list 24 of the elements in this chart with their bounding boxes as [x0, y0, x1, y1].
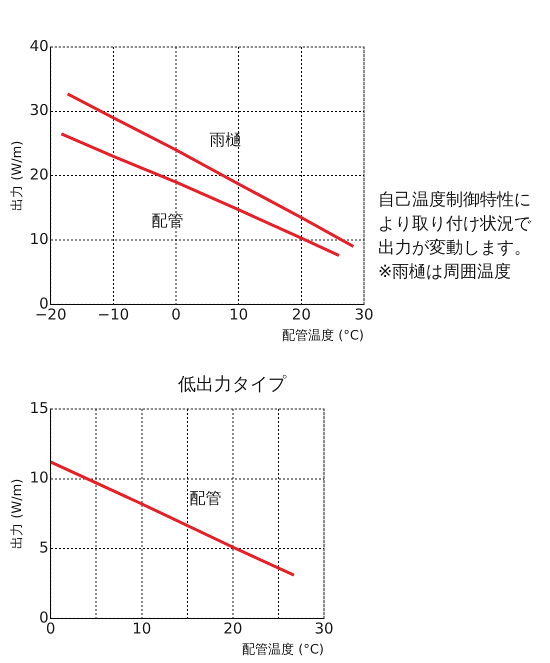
x-axis-title: 配管温度 (°C): [242, 642, 324, 658]
series-label: 配管: [189, 488, 222, 508]
x-tick-label: −10: [98, 305, 130, 324]
x-tick-label: 20: [292, 305, 311, 324]
chart-subtitle: 低出力タイプ: [178, 373, 288, 397]
y-axis-title: 出力 (W/m): [10, 478, 26, 549]
y-tick-label: 10: [30, 468, 49, 487]
y-tick-label: 40: [30, 36, 49, 55]
series-label: 雨樋: [209, 130, 242, 150]
x-tick-label: 30: [314, 619, 334, 638]
text: 自己温度制御特性により取り付け状況で出力が変動します。※雨樋は周囲温度: [378, 189, 532, 284]
series-label: 配管: [151, 210, 184, 230]
x-tick-label: 10: [132, 619, 152, 638]
y-tick-label: 30: [30, 101, 49, 120]
y-tick-label: 10: [30, 230, 49, 248]
x-tick-label: 30: [354, 305, 374, 324]
x-axis-title: 配管温度 (°C): [282, 328, 364, 344]
x-tick-label: 20: [223, 619, 242, 638]
x-tick-label: 10: [229, 305, 248, 324]
y-tick-label: 15: [30, 398, 49, 417]
x-tick-label: 0: [171, 305, 181, 324]
y-tick-label: 5: [39, 538, 49, 556]
y-axis-title: 出力 (W/m): [10, 140, 26, 211]
y-tick-label: 20: [30, 166, 49, 184]
